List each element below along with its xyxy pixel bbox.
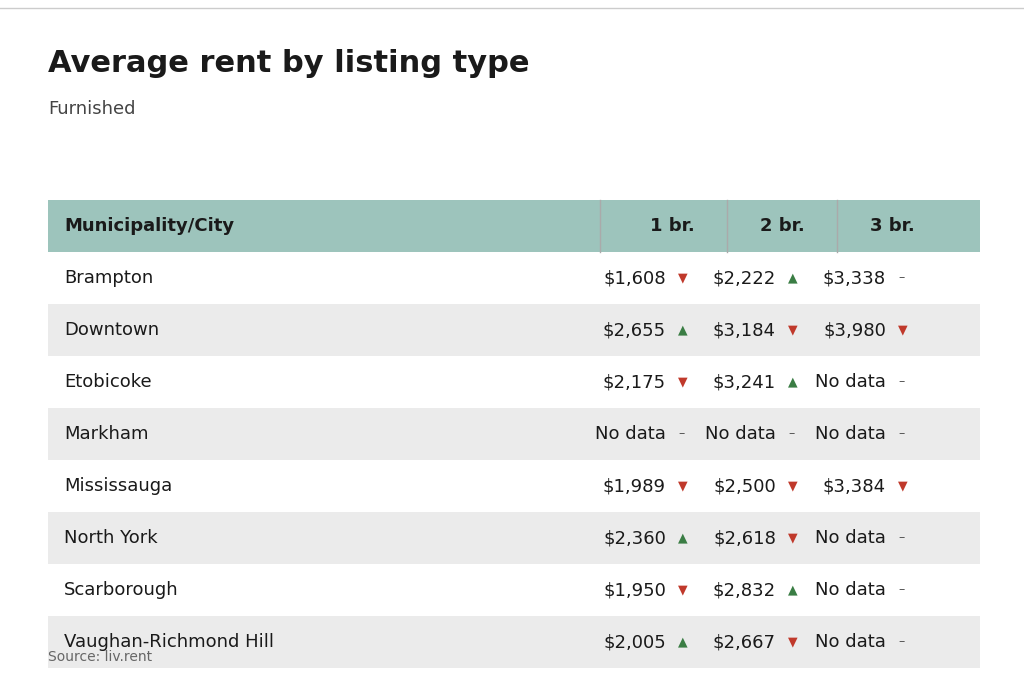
Text: ▼: ▼	[898, 323, 907, 336]
Text: $2,360: $2,360	[603, 529, 666, 547]
Text: Downtown: Downtown	[63, 321, 159, 339]
Text: $1,950: $1,950	[603, 581, 666, 599]
Text: $2,222: $2,222	[713, 269, 776, 287]
Text: ▲: ▲	[788, 271, 798, 284]
Text: ▲: ▲	[678, 323, 688, 336]
Text: ▲: ▲	[678, 636, 688, 649]
Text: ▼: ▼	[678, 271, 688, 284]
Text: $2,667: $2,667	[713, 633, 776, 651]
Text: ▼: ▼	[788, 479, 798, 493]
Text: $2,005: $2,005	[603, 633, 666, 651]
Text: ▼: ▼	[678, 479, 688, 493]
Text: $3,184: $3,184	[713, 321, 776, 339]
Text: –: –	[898, 375, 904, 388]
Text: No data: No data	[815, 633, 886, 651]
Text: $2,618: $2,618	[713, 529, 776, 547]
Text: –: –	[898, 584, 904, 597]
Text: $2,175: $2,175	[603, 373, 666, 391]
Text: Average rent by listing type: Average rent by listing type	[48, 49, 529, 78]
Text: 3 br.: 3 br.	[869, 217, 914, 235]
Text: 2 br.: 2 br.	[760, 217, 805, 235]
Text: No data: No data	[815, 425, 886, 443]
Text: ▲: ▲	[788, 584, 798, 597]
Text: –: –	[898, 636, 904, 649]
Text: ▲: ▲	[678, 532, 688, 545]
Text: Scarborough: Scarborough	[63, 581, 178, 599]
Text: –: –	[898, 532, 904, 545]
Text: No data: No data	[815, 529, 886, 547]
Text: ▼: ▼	[788, 532, 798, 545]
Text: $2,832: $2,832	[713, 581, 776, 599]
Text: Municipality/City: Municipality/City	[63, 217, 234, 235]
Text: No data: No data	[595, 425, 666, 443]
Text: $3,338: $3,338	[823, 269, 886, 287]
Text: Mississauga: Mississauga	[63, 477, 172, 495]
Text: No data: No data	[815, 373, 886, 391]
Text: $3,384: $3,384	[823, 477, 886, 495]
Text: Source: liv.rent: Source: liv.rent	[48, 650, 153, 664]
Text: 1 br.: 1 br.	[649, 217, 694, 235]
Text: Brampton: Brampton	[63, 269, 154, 287]
Text: ▼: ▼	[678, 375, 688, 388]
Text: No data: No data	[706, 425, 776, 443]
Text: ▲: ▲	[788, 375, 798, 388]
Text: North York: North York	[63, 529, 158, 547]
Text: $2,655: $2,655	[603, 321, 666, 339]
Text: Markham: Markham	[63, 425, 148, 443]
Text: –: –	[678, 427, 684, 440]
Text: –: –	[898, 271, 904, 284]
Text: ▼: ▼	[678, 584, 688, 597]
Text: $2,500: $2,500	[714, 477, 776, 495]
Text: –: –	[898, 427, 904, 440]
Text: Vaughan-Richmond Hill: Vaughan-Richmond Hill	[63, 633, 274, 651]
Text: $3,241: $3,241	[713, 373, 776, 391]
Text: –: –	[788, 427, 795, 440]
Text: $1,608: $1,608	[603, 269, 666, 287]
Text: $3,980: $3,980	[823, 321, 886, 339]
Text: ▼: ▼	[788, 636, 798, 649]
Text: Furnished: Furnished	[48, 100, 135, 118]
Text: ▼: ▼	[788, 323, 798, 336]
Text: $1,989: $1,989	[603, 477, 666, 495]
Text: No data: No data	[815, 581, 886, 599]
Text: Etobicoke: Etobicoke	[63, 373, 152, 391]
Text: ▼: ▼	[898, 479, 907, 493]
